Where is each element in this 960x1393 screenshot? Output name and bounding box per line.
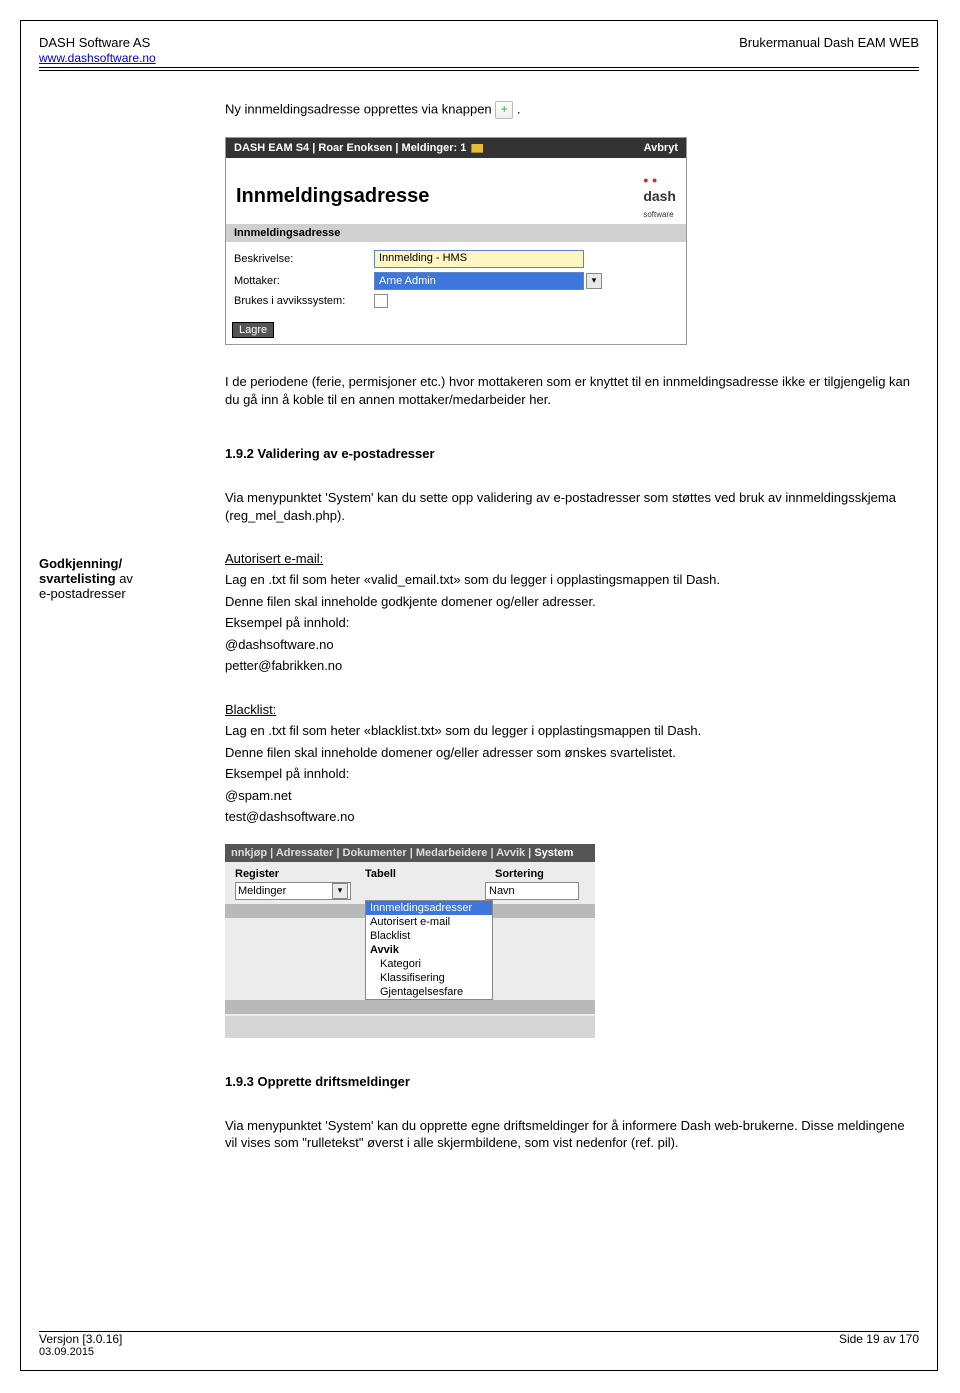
heading-193: 1.9.3 Opprette driftsmeldinger bbox=[225, 1074, 919, 1089]
col-sortering: Sortering bbox=[495, 868, 585, 880]
auth-line2: Denne filen skal inneholde godkjente dom… bbox=[225, 593, 919, 611]
black-line2: Denne filen skal inneholde domener og/el… bbox=[225, 744, 919, 762]
label-mottaker: Mottaker: bbox=[234, 275, 374, 287]
list-item[interactable]: Gjentagelsesfare bbox=[366, 985, 492, 999]
para-193: Via menypunktet 'System' kan du opprette… bbox=[225, 1117, 919, 1152]
sidebar-label: Godkjenning/ svartelisting av e-postadre… bbox=[39, 556, 219, 601]
col-tabell: Tabell bbox=[365, 868, 495, 880]
input-sortering[interactable]: Navn bbox=[485, 882, 579, 900]
col-register: Register bbox=[235, 868, 365, 880]
ss1-avbryt-button[interactable]: Avbryt bbox=[644, 142, 678, 154]
header-manual-title: Brukermanual Dash EAM WEB bbox=[739, 35, 919, 50]
footer-page: Side 19 av 170 bbox=[839, 1332, 919, 1358]
dash-logo: • •dashsoftware bbox=[643, 172, 676, 220]
auth-ex2: petter@fabrikken.no bbox=[225, 657, 919, 675]
ss2-tabs: nnkjøp | Adressater | Dokumenter | Medar… bbox=[225, 844, 595, 862]
ss1-subheader: Innmeldingsadresse bbox=[226, 224, 686, 242]
list-item[interactable]: Avvik bbox=[366, 943, 492, 957]
select-register[interactable]: Meldinger▾ bbox=[235, 882, 351, 900]
plus-icon: + bbox=[495, 101, 513, 119]
list-item[interactable]: Innmeldingsadresser bbox=[366, 901, 492, 915]
paragraph-period: I de periodene (ferie, permisjoner etc.)… bbox=[225, 373, 919, 408]
header-url-link[interactable]: www.dashsoftware.no bbox=[39, 51, 156, 65]
chevron-down-icon: ▾ bbox=[332, 883, 348, 899]
auth-line1: Lag en .txt fil som heter «valid_email.t… bbox=[225, 571, 919, 589]
list-item[interactable]: Kategori bbox=[366, 957, 492, 971]
ss1-title: Innmeldingsadresse bbox=[236, 185, 429, 208]
label-beskrivelse: Beskrivelse: bbox=[234, 253, 374, 265]
auth-line3: Eksempel på innhold: bbox=[225, 614, 919, 632]
black-line3: Eksempel på innhold: bbox=[225, 765, 919, 783]
tabell-dropdown-list[interactable]: Innmeldingsadresser Autorisert e-mail Bl… bbox=[365, 900, 493, 1000]
screenshot-system-menu: nnkjøp | Adressater | Dokumenter | Medar… bbox=[225, 844, 595, 1038]
footer-date: 03.09.2015 bbox=[39, 1346, 122, 1358]
para-192-1: Via menypunktet 'System' kan du sette op… bbox=[225, 489, 919, 524]
chevron-down-icon[interactable]: ▾ bbox=[586, 273, 602, 289]
auth-ex1: @dashsoftware.no bbox=[225, 636, 919, 654]
header-divider bbox=[39, 67, 919, 71]
lagre-button[interactable]: Lagre bbox=[232, 322, 274, 338]
tab-system[interactable]: System bbox=[534, 847, 573, 859]
black-ex2: test@dashsoftware.no bbox=[225, 808, 919, 826]
auth-email-title: Autorisert e-mail: bbox=[225, 551, 323, 566]
header-company: DASH Software AS bbox=[39, 35, 156, 50]
footer-version: Versjon [3.0.16] bbox=[39, 1332, 122, 1346]
list-item[interactable]: Klassifisering bbox=[366, 971, 492, 985]
heading-192: 1.9.2 Validering av e-postadresser bbox=[225, 446, 919, 461]
ss1-topbar-text: DASH EAM S4 | Roar Enoksen | Meldinger: … bbox=[234, 142, 466, 154]
label-avvik: Brukes i avvikssystem: bbox=[234, 295, 374, 307]
intro-text: Ny innmeldingsadresse opprettes via knap… bbox=[225, 101, 919, 119]
black-ex1: @spam.net bbox=[225, 787, 919, 805]
list-item[interactable]: Autorisert e-mail bbox=[366, 915, 492, 929]
blacklist-title: Blacklist: bbox=[225, 702, 276, 717]
mail-icon bbox=[471, 144, 483, 153]
input-beskrivelse[interactable]: Innmelding - HMS bbox=[374, 250, 584, 268]
checkbox-avvik[interactable] bbox=[374, 294, 388, 308]
black-line1: Lag en .txt fil som heter «blacklist.txt… bbox=[225, 722, 919, 740]
select-mottaker[interactable]: Arne Admin bbox=[374, 272, 584, 290]
list-item[interactable]: Blacklist bbox=[366, 929, 492, 943]
screenshot-innmeldingsadresse: DASH EAM S4 | Roar Enoksen | Meldinger: … bbox=[225, 137, 687, 345]
